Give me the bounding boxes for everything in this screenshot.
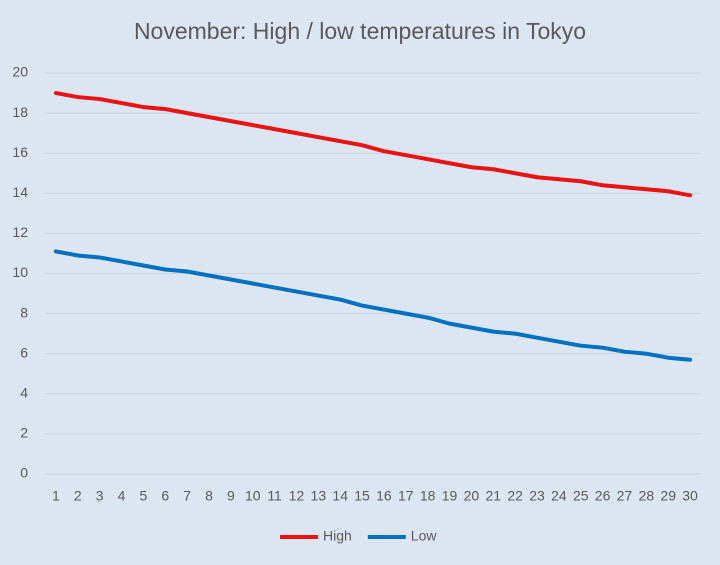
series-line bbox=[53, 91, 693, 198]
y-tick-label: 16 bbox=[12, 144, 28, 160]
x-tick-label: 28 bbox=[639, 488, 655, 504]
y-tick-label: 8 bbox=[20, 304, 28, 320]
x-tick-label: 30 bbox=[682, 488, 698, 504]
legend-label: High bbox=[323, 528, 352, 544]
x-tick-label: 23 bbox=[529, 488, 545, 504]
x-tick-label: 18 bbox=[420, 488, 436, 504]
x-tick-label: 16 bbox=[376, 488, 392, 504]
x-tick-label: 27 bbox=[617, 488, 633, 504]
x-tick-label: 22 bbox=[507, 488, 523, 504]
x-tick-label: 3 bbox=[96, 488, 104, 504]
x-tick-label: 29 bbox=[660, 488, 676, 504]
y-tick-label: 12 bbox=[12, 224, 28, 240]
x-tick-label: 13 bbox=[311, 488, 327, 504]
y-tick-label: 2 bbox=[20, 425, 28, 441]
x-tick-label: 25 bbox=[573, 488, 589, 504]
x-tick-label: 5 bbox=[140, 488, 148, 504]
y-tick-label: 4 bbox=[20, 385, 28, 401]
x-tick-label: 4 bbox=[118, 488, 126, 504]
x-tick-label: 15 bbox=[354, 488, 370, 504]
x-tick-label: 11 bbox=[267, 488, 282, 504]
x-tick-label: 9 bbox=[227, 488, 235, 504]
x-tick-label: 6 bbox=[161, 488, 169, 504]
legend-label: Low bbox=[411, 528, 438, 544]
chart-title: November: High / low temperatures in Tok… bbox=[134, 18, 586, 44]
x-tick-label: 24 bbox=[551, 488, 567, 504]
x-tick-label: 26 bbox=[595, 488, 611, 504]
x-tick-label: 7 bbox=[183, 488, 191, 504]
y-tick-label: 6 bbox=[20, 344, 28, 360]
y-tick-label: 0 bbox=[20, 465, 28, 481]
y-tick-label: 20 bbox=[12, 64, 28, 80]
x-tick-label: 14 bbox=[332, 488, 348, 504]
series-line bbox=[53, 249, 693, 362]
y-tick-label: 14 bbox=[12, 184, 28, 200]
y-tick-label: 18 bbox=[12, 104, 28, 120]
x-tick-label: 2 bbox=[74, 488, 82, 504]
x-tick-label: 21 bbox=[485, 488, 501, 504]
x-tick-label: 17 bbox=[398, 488, 414, 504]
y-tick-label: 10 bbox=[12, 264, 28, 280]
x-tick-label: 12 bbox=[289, 488, 305, 504]
x-tick-label: 8 bbox=[205, 488, 213, 504]
x-tick-label: 20 bbox=[464, 488, 480, 504]
x-tick-label: 10 bbox=[245, 488, 261, 504]
x-tick-label: 19 bbox=[442, 488, 458, 504]
x-tick-label: 1 bbox=[52, 488, 60, 504]
